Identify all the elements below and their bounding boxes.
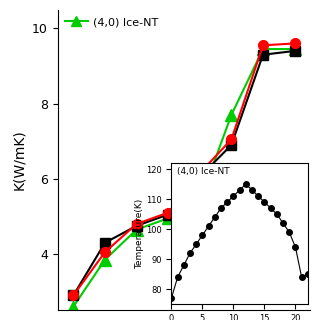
Y-axis label: K(W/mK): K(W/mK)	[12, 130, 27, 190]
Legend: (4,0) Ice-NT: (4,0) Ice-NT	[63, 15, 161, 30]
